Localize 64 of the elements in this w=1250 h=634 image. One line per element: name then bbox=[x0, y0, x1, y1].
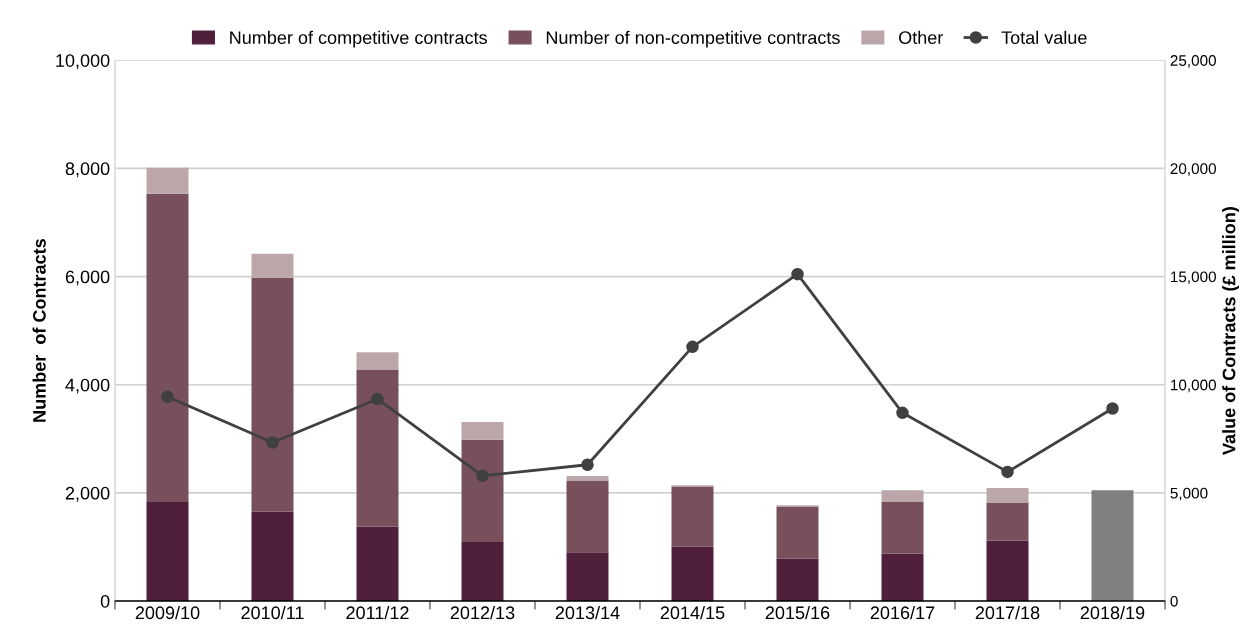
y-tick-label: 10,000 bbox=[56, 54, 110, 70]
legend-label: Other bbox=[899, 30, 944, 45]
bar bbox=[146, 167, 189, 194]
bar bbox=[986, 540, 1029, 602]
x-tick-label: 2009/10 bbox=[135, 605, 200, 620]
x-tick-label: 2015/16 bbox=[765, 605, 830, 620]
bar bbox=[671, 486, 714, 547]
x-tick-label: 2018/19 bbox=[1080, 605, 1145, 620]
legend-label: Number of non-competitive contracts bbox=[546, 30, 840, 48]
point bbox=[161, 390, 174, 404]
bar bbox=[881, 490, 924, 502]
y-tick-label: 6,000 bbox=[65, 270, 110, 286]
bar bbox=[356, 369, 399, 527]
point bbox=[581, 458, 594, 472]
bar bbox=[881, 501, 924, 554]
bar bbox=[146, 502, 189, 602]
bar bbox=[461, 439, 504, 543]
y2-tick-label: 15,000 bbox=[1171, 271, 1216, 285]
bar bbox=[671, 546, 714, 602]
x-tick-label: 2010/11 bbox=[241, 605, 304, 620]
bar bbox=[986, 502, 1029, 541]
point bbox=[896, 406, 909, 420]
bar bbox=[461, 422, 504, 440]
bar bbox=[776, 558, 819, 602]
bar bbox=[776, 506, 819, 559]
x-tick-label: 2017/18 bbox=[975, 605, 1040, 620]
bar bbox=[251, 253, 294, 278]
bar bbox=[461, 542, 504, 602]
y-tick-label: 0 bbox=[100, 594, 110, 608]
y-axis-title: Number of Contracts bbox=[32, 239, 46, 422]
bar bbox=[566, 480, 609, 553]
bar bbox=[1091, 490, 1134, 602]
bar bbox=[146, 193, 189, 503]
y-tick-label: 2,000 bbox=[65, 486, 110, 502]
bar bbox=[566, 552, 609, 602]
bar bbox=[356, 352, 399, 370]
bar bbox=[356, 526, 399, 602]
y2-axis-title: Value of Contracts (£ million) bbox=[1222, 207, 1239, 455]
y-tick-label: 8,000 bbox=[65, 162, 110, 178]
point bbox=[1001, 465, 1014, 479]
point bbox=[266, 436, 279, 449]
y2-tick-label: 10,000 bbox=[1171, 379, 1216, 393]
point bbox=[476, 469, 489, 483]
point bbox=[686, 340, 699, 354]
point bbox=[791, 267, 804, 281]
bar bbox=[251, 277, 294, 512]
x-tick-label: 2011/12 bbox=[346, 605, 409, 620]
legend-label: Total value bbox=[1001, 30, 1087, 45]
bar bbox=[566, 476, 609, 481]
x-tick-label: 2014/15 bbox=[660, 605, 725, 620]
y-tick-label: 4,000 bbox=[65, 378, 110, 394]
y2-tick-label: 20,000 bbox=[1170, 163, 1216, 176]
y2-tick-label: 5,000 bbox=[1170, 487, 1208, 501]
point bbox=[371, 392, 384, 406]
point bbox=[1106, 402, 1119, 415]
y2-tick-label: 25,000 bbox=[1170, 55, 1216, 68]
bar bbox=[986, 488, 1029, 503]
x-tick-label: 2013/14 bbox=[555, 605, 620, 620]
x-tick-label: 2012/13 bbox=[450, 605, 515, 620]
bar bbox=[251, 511, 294, 602]
x-tick-label: 2016/17 bbox=[870, 605, 935, 620]
bar bbox=[881, 553, 924, 602]
legend-label: Number of competitive contracts bbox=[230, 30, 487, 48]
y2-tick-label: 0 bbox=[1170, 595, 1178, 607]
